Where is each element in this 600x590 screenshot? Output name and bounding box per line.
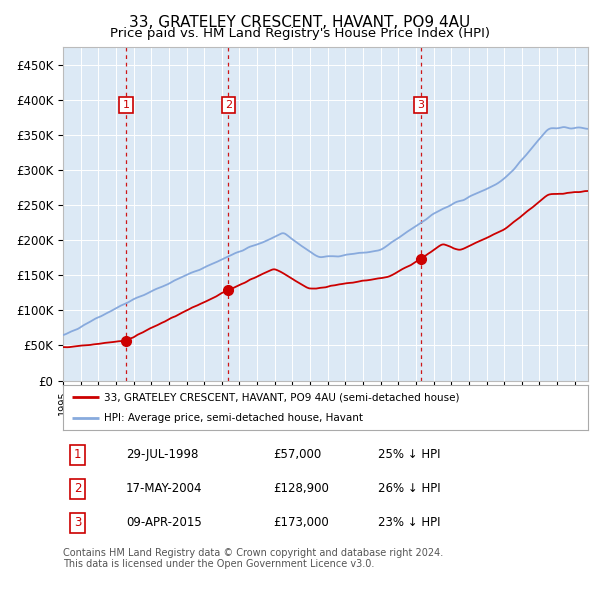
- Text: 3: 3: [74, 516, 82, 529]
- Text: 09-APR-2015: 09-APR-2015: [126, 516, 202, 529]
- Text: 3: 3: [417, 100, 424, 110]
- Text: 33, GRATELEY CRESCENT, HAVANT, PO9 4AU: 33, GRATELEY CRESCENT, HAVANT, PO9 4AU: [130, 15, 470, 30]
- Text: Price paid vs. HM Land Registry's House Price Index (HPI): Price paid vs. HM Land Registry's House …: [110, 27, 490, 40]
- Text: £57,000: £57,000: [273, 448, 321, 461]
- Text: 33, GRATELEY CRESCENT, HAVANT, PO9 4AU (semi-detached house): 33, GRATELEY CRESCENT, HAVANT, PO9 4AU (…: [104, 392, 460, 402]
- Text: 1: 1: [122, 100, 130, 110]
- Text: 29-JUL-1998: 29-JUL-1998: [126, 448, 199, 461]
- Text: £128,900: £128,900: [273, 483, 329, 496]
- Text: 26% ↓ HPI: 26% ↓ HPI: [378, 483, 440, 496]
- Text: 1: 1: [74, 448, 82, 461]
- Text: 17-MAY-2004: 17-MAY-2004: [126, 483, 203, 496]
- Text: £173,000: £173,000: [273, 516, 329, 529]
- Text: 2: 2: [74, 483, 82, 496]
- Text: 2: 2: [225, 100, 232, 110]
- Text: Contains HM Land Registry data © Crown copyright and database right 2024.
This d: Contains HM Land Registry data © Crown c…: [63, 548, 443, 569]
- Text: 23% ↓ HPI: 23% ↓ HPI: [378, 516, 440, 529]
- Text: HPI: Average price, semi-detached house, Havant: HPI: Average price, semi-detached house,…: [104, 412, 363, 422]
- Text: 25% ↓ HPI: 25% ↓ HPI: [378, 448, 440, 461]
